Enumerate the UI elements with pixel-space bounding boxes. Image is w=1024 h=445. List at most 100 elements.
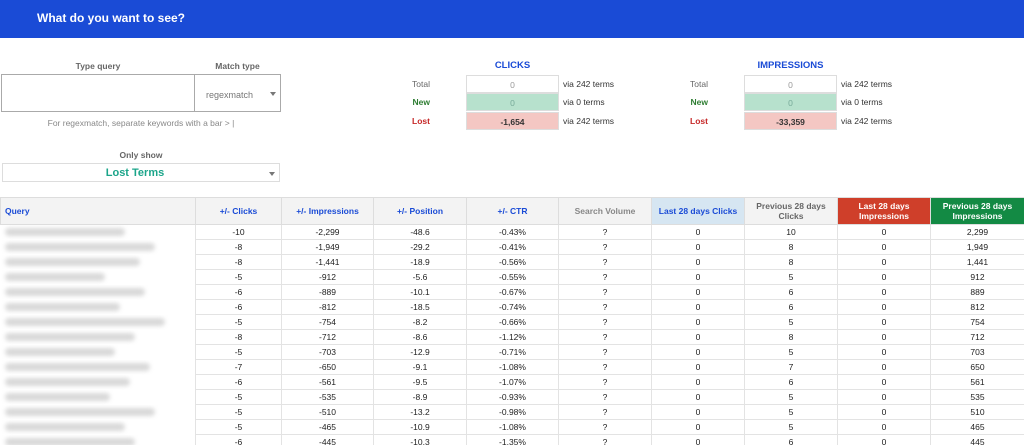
- cell-ctr-delta: -1.08%: [466, 419, 559, 435]
- query-label: Type query: [75, 61, 121, 71]
- redacted-query-text: [4, 318, 165, 326]
- cell-query: [0, 299, 196, 315]
- cell-prev28-impressions: 445: [930, 434, 1024, 445]
- impressions-total-label: Total: [690, 79, 708, 89]
- cell-query: [0, 314, 196, 330]
- cell-ctr-delta: -0.56%: [466, 254, 559, 270]
- table-row[interactable]: -5 -754 -8.2 -0.66%? 0 5 0 754: [0, 314, 1024, 330]
- match-type-select[interactable]: regexmatch: [194, 74, 281, 112]
- query-input[interactable]: [1, 74, 195, 112]
- table-row[interactable]: -8 -1,949 -29.2 -0.41%? 0 8 0 1,949: [0, 239, 1024, 255]
- table-row[interactable]: -5 -912 -5.6 -0.55%? 0 5 0 912: [0, 269, 1024, 285]
- cell-search-volume: ?: [558, 374, 652, 390]
- table-row[interactable]: -5 -703 -12.9 -0.71%? 0 5 0 703: [0, 344, 1024, 360]
- table-row[interactable]: -8 -712 -8.6 -1.12%? 0 8 0 712: [0, 329, 1024, 345]
- redacted-query-text: [4, 438, 135, 445]
- cell-search-volume: ?: [558, 269, 652, 285]
- impressions-title: IMPRESSIONS: [757, 60, 824, 71]
- cell-prev28-clicks: 5: [744, 344, 838, 360]
- redacted-query-text: [4, 348, 115, 356]
- cell-impressions-delta: -510: [281, 404, 374, 420]
- cell-search-volume: ?: [558, 419, 652, 435]
- cell-ctr-delta: -0.43%: [466, 224, 559, 240]
- cell-clicks-delta: -5: [195, 314, 282, 330]
- clicks-new-value: 0: [466, 93, 559, 111]
- cell-last28-clicks: 0: [651, 389, 745, 405]
- cell-last28-clicks: 0: [651, 419, 745, 435]
- cell-ctr-delta: -1.12%: [466, 329, 559, 345]
- cell-search-volume: ?: [558, 224, 652, 240]
- cell-position-delta: -8.9: [373, 389, 467, 405]
- col-header-ctr-delta[interactable]: +/- CTR: [466, 197, 559, 225]
- table-row[interactable]: -6 -445 -10.3 -1.35%? 0 6 0 445: [0, 434, 1024, 445]
- cell-prev28-clicks: 6: [744, 434, 838, 445]
- cell-search-volume: ?: [558, 359, 652, 375]
- col-header-clicks-delta[interactable]: +/- Clicks: [195, 197, 282, 225]
- cell-prev28-impressions: 650: [930, 359, 1024, 375]
- match-type-value: regexmatch: [206, 90, 254, 100]
- cell-search-volume: ?: [558, 344, 652, 360]
- cell-prev28-impressions: 712: [930, 329, 1024, 345]
- table-row[interactable]: -10 -2,299 -48.6 -0.43%? 0 10 0 2,299: [0, 224, 1024, 240]
- cell-position-delta: -18.9: [373, 254, 467, 270]
- table-row[interactable]: -5 -510 -13.2 -0.98%? 0 5 0 510: [0, 404, 1024, 420]
- col-header-last28-impressions[interactable]: Last 28 days Impressions: [837, 197, 931, 225]
- cell-ctr-delta: -0.71%: [466, 344, 559, 360]
- table-row[interactable]: -7 -650 -9.1 -1.08%? 0 7 0 650: [0, 359, 1024, 375]
- cell-prev28-clicks: 5: [744, 419, 838, 435]
- cell-last28-impressions: 0: [837, 389, 931, 405]
- cell-last28-impressions: 0: [837, 254, 931, 270]
- cell-last28-impressions: 0: [837, 434, 931, 445]
- table-row[interactable]: -6 -889 -10.1 -0.67%? 0 6 0 889: [0, 284, 1024, 300]
- table-row[interactable]: -5 -465 -10.9 -1.08%? 0 5 0 465: [0, 419, 1024, 435]
- cell-prev28-clicks: 8: [744, 254, 838, 270]
- cell-impressions-delta: -889: [281, 284, 374, 300]
- only-show-select[interactable]: Lost Terms: [2, 163, 280, 182]
- cell-prev28-impressions: 889: [930, 284, 1024, 300]
- redacted-query-text: [4, 423, 125, 431]
- impressions-new-label: New: [690, 97, 708, 107]
- cell-query: [0, 239, 196, 255]
- col-header-last28-clicks[interactable]: Last 28 days Clicks: [651, 197, 745, 225]
- col-header-position-delta[interactable]: +/- Position: [373, 197, 467, 225]
- table-row[interactable]: -5 -535 -8.9 -0.93%? 0 5 0 535: [0, 389, 1024, 405]
- cell-prev28-impressions: 912: [930, 269, 1024, 285]
- cell-last28-clicks: 0: [651, 344, 745, 360]
- redacted-query-text: [4, 288, 145, 296]
- cell-query: [0, 389, 196, 405]
- table-row[interactable]: -8 -1,441 -18.9 -0.56%? 0 8 0 1,441: [0, 254, 1024, 270]
- cell-ctr-delta: -0.98%: [466, 404, 559, 420]
- cell-search-volume: ?: [558, 404, 652, 420]
- cell-prev28-clicks: 6: [744, 284, 838, 300]
- col-header-prev28-clicks[interactable]: Previous 28 days Clicks: [744, 197, 838, 225]
- cell-last28-clicks: 0: [651, 434, 745, 445]
- cell-last28-impressions: 0: [837, 224, 931, 240]
- cell-last28-clicks: 0: [651, 299, 745, 315]
- page-header: What do you want to see?: [0, 0, 1024, 38]
- cell-last28-impressions: 0: [837, 404, 931, 420]
- cell-last28-impressions: 0: [837, 419, 931, 435]
- cell-last28-impressions: 0: [837, 284, 931, 300]
- col-header-prev28-impressions[interactable]: Previous 28 days Impressions: [930, 197, 1024, 225]
- only-show-label: Only show: [119, 150, 163, 160]
- col-header-impressions-delta[interactable]: +/- Impressions: [281, 197, 374, 225]
- cell-clicks-delta: -7: [195, 359, 282, 375]
- cell-search-volume: ?: [558, 329, 652, 345]
- col-header-query[interactable]: Query: [0, 197, 196, 225]
- chevron-down-icon: [269, 172, 275, 176]
- cell-ctr-delta: -0.41%: [466, 239, 559, 255]
- cell-last28-clicks: 0: [651, 269, 745, 285]
- cell-prev28-impressions: 1,441: [930, 254, 1024, 270]
- cell-prev28-clicks: 5: [744, 404, 838, 420]
- impressions-new-value: 0: [744, 93, 837, 111]
- table-row[interactable]: -6 -561 -9.5 -1.07%? 0 6 0 561: [0, 374, 1024, 390]
- cell-prev28-clicks: 8: [744, 239, 838, 255]
- cell-clicks-delta: -5: [195, 389, 282, 405]
- cell-ctr-delta: -1.35%: [466, 434, 559, 445]
- col-header-search-volume[interactable]: Search Volume: [558, 197, 652, 225]
- only-show-value: Lost Terms: [105, 167, 165, 179]
- redacted-query-text: [4, 378, 130, 386]
- clicks-total-label: Total: [412, 79, 430, 89]
- clicks-new-label: New: [412, 97, 430, 107]
- table-row[interactable]: -6 -812 -18.5 -0.74%? 0 6 0 812: [0, 299, 1024, 315]
